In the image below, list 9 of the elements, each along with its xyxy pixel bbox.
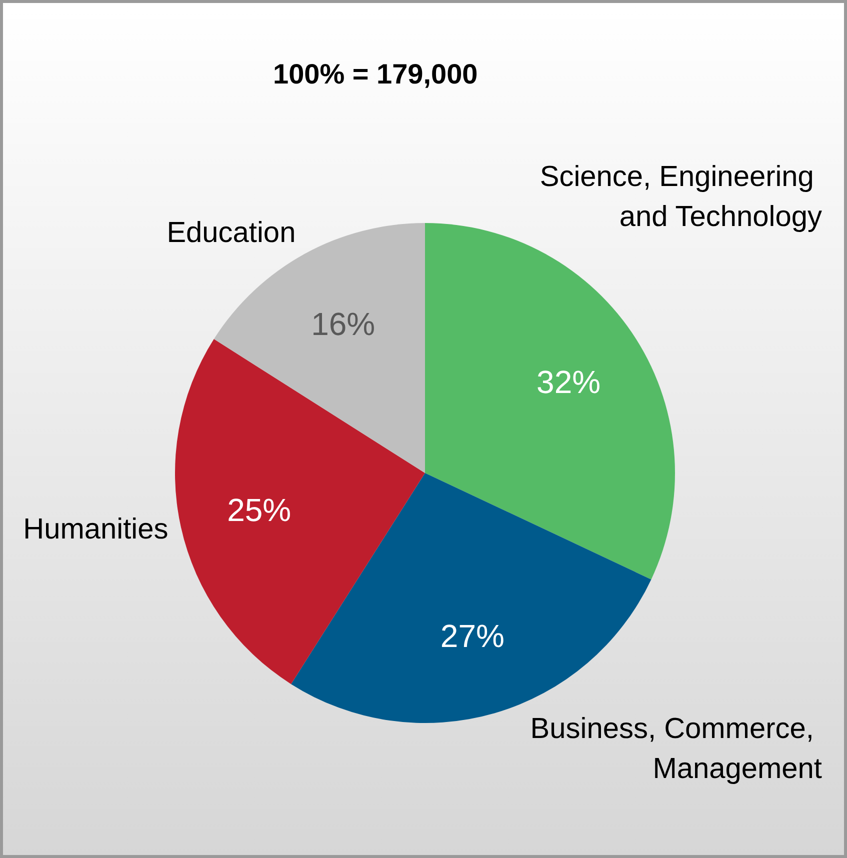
slice-label: Education bbox=[166, 216, 296, 249]
data-label: 25% bbox=[227, 492, 292, 528]
data-label: 27% bbox=[440, 618, 504, 654]
data-label: 16% bbox=[311, 306, 376, 342]
slice-label: Science, Engineering and Technology bbox=[540, 160, 822, 233]
chart-title: 100% = 179,000 bbox=[273, 58, 478, 90]
slice-label: Business, Commerce, Management bbox=[530, 712, 822, 785]
slice-label: Humanities bbox=[23, 513, 168, 546]
data-label: 32% bbox=[536, 364, 601, 400]
